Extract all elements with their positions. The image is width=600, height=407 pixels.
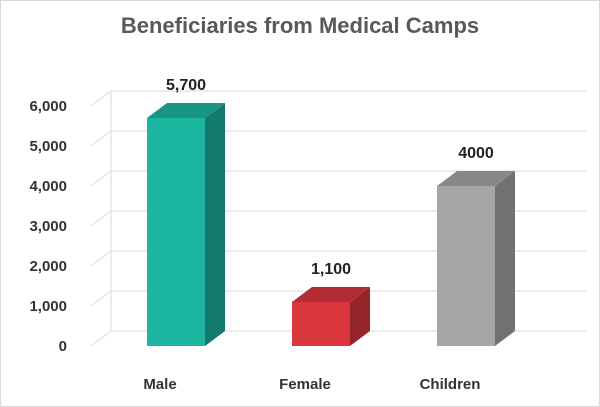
gridline-depth bbox=[90, 90, 112, 107]
gridline-depth bbox=[90, 330, 112, 347]
data-label: 4000 bbox=[458, 145, 494, 162]
gridline-depth bbox=[90, 290, 112, 307]
bar-side bbox=[350, 287, 370, 346]
y-tick-label: 6,000 bbox=[29, 98, 67, 115]
data-label: 5,700 bbox=[166, 77, 206, 94]
y-tick-label: 2,000 bbox=[29, 258, 67, 275]
x-category-label: Children bbox=[420, 376, 481, 393]
bar-front bbox=[292, 302, 350, 346]
y-tick-label: 5,000 bbox=[29, 138, 67, 155]
gridline-depth bbox=[90, 170, 112, 187]
chart-title: Beneficiaries from Medical Camps bbox=[120, 13, 480, 38]
y-tick-label: 0 bbox=[59, 338, 67, 355]
bar-top bbox=[437, 171, 515, 186]
x-category-label: Female bbox=[279, 376, 331, 393]
data-label: 1,100 bbox=[311, 261, 351, 278]
gridline-depth bbox=[90, 210, 112, 227]
bar-front bbox=[437, 186, 495, 346]
bar-side bbox=[205, 103, 225, 346]
x-category-label: Male bbox=[143, 376, 176, 393]
y-tick-label: 4,000 bbox=[29, 178, 67, 195]
bar-top bbox=[292, 287, 370, 302]
bar-side bbox=[495, 171, 515, 346]
y-tick-label: 3,000 bbox=[29, 218, 67, 235]
bar-front bbox=[147, 118, 205, 346]
bar-top bbox=[147, 103, 225, 118]
gridline-depth bbox=[90, 250, 112, 267]
y-tick-label: 1,000 bbox=[29, 298, 67, 315]
gridline-depth bbox=[90, 130, 112, 147]
